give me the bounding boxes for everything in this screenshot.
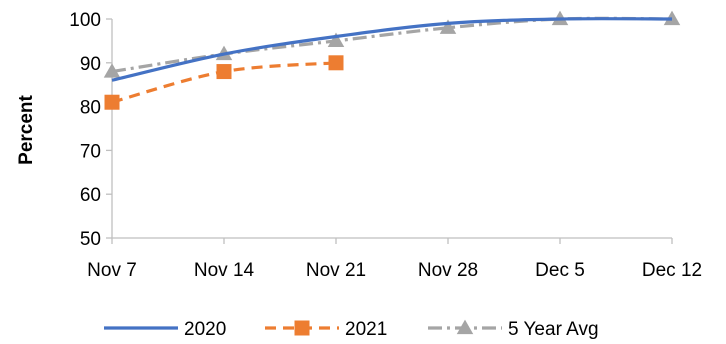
series-line bbox=[111, 16, 673, 74]
legend-label: 2021 bbox=[345, 319, 387, 340]
y-tick-label: 70 bbox=[80, 141, 101, 162]
data-point bbox=[327, 32, 345, 47]
legend-label: 5 Year Avg bbox=[508, 319, 599, 340]
data-point bbox=[104, 94, 120, 110]
series-2021 bbox=[104, 55, 344, 110]
x-tick-label: Nov 14 bbox=[194, 260, 255, 281]
series-5-year-avg bbox=[103, 10, 681, 78]
x-tick-label: Dec 12 bbox=[642, 260, 702, 281]
x-tick-label: Nov 7 bbox=[87, 260, 137, 281]
y-tick-label: 80 bbox=[80, 98, 101, 119]
series-line bbox=[111, 17, 673, 82]
legend-marker bbox=[456, 319, 474, 335]
data-point bbox=[103, 63, 121, 78]
series-2020 bbox=[111, 17, 673, 82]
x-tick-label: Nov 28 bbox=[418, 260, 478, 281]
series-layer bbox=[103, 10, 681, 110]
data-point bbox=[439, 19, 457, 34]
y-tick-label: 50 bbox=[80, 229, 101, 250]
y-axis-label: Percent bbox=[16, 94, 37, 164]
legend-label: 2020 bbox=[184, 319, 226, 340]
data-point bbox=[216, 64, 232, 80]
x-tick-label: Dec 5 bbox=[535, 260, 585, 281]
legend: 2020 2021 5 Year Avg bbox=[104, 319, 599, 340]
x-tick-label: Nov 21 bbox=[306, 260, 366, 281]
legend-item-2020: 2020 bbox=[104, 319, 226, 340]
y-tick-label: 90 bbox=[80, 54, 101, 75]
legend-item-2021: 2021 bbox=[265, 319, 387, 340]
legend-marker bbox=[294, 320, 310, 336]
y-tick-label: 60 bbox=[80, 185, 101, 206]
legend-item-5-year-avg: 5 Year Avg bbox=[428, 319, 599, 340]
x-tick-labels: Nov 7 Nov 14 Nov 21 Nov 28 Dec 5 Dec 12 bbox=[87, 260, 702, 281]
axes bbox=[106, 18, 673, 244]
y-tick-label: 100 bbox=[69, 10, 101, 31]
y-tick-labels: 50 60 70 80 90 100 bbox=[69, 10, 101, 250]
data-point bbox=[328, 55, 344, 71]
